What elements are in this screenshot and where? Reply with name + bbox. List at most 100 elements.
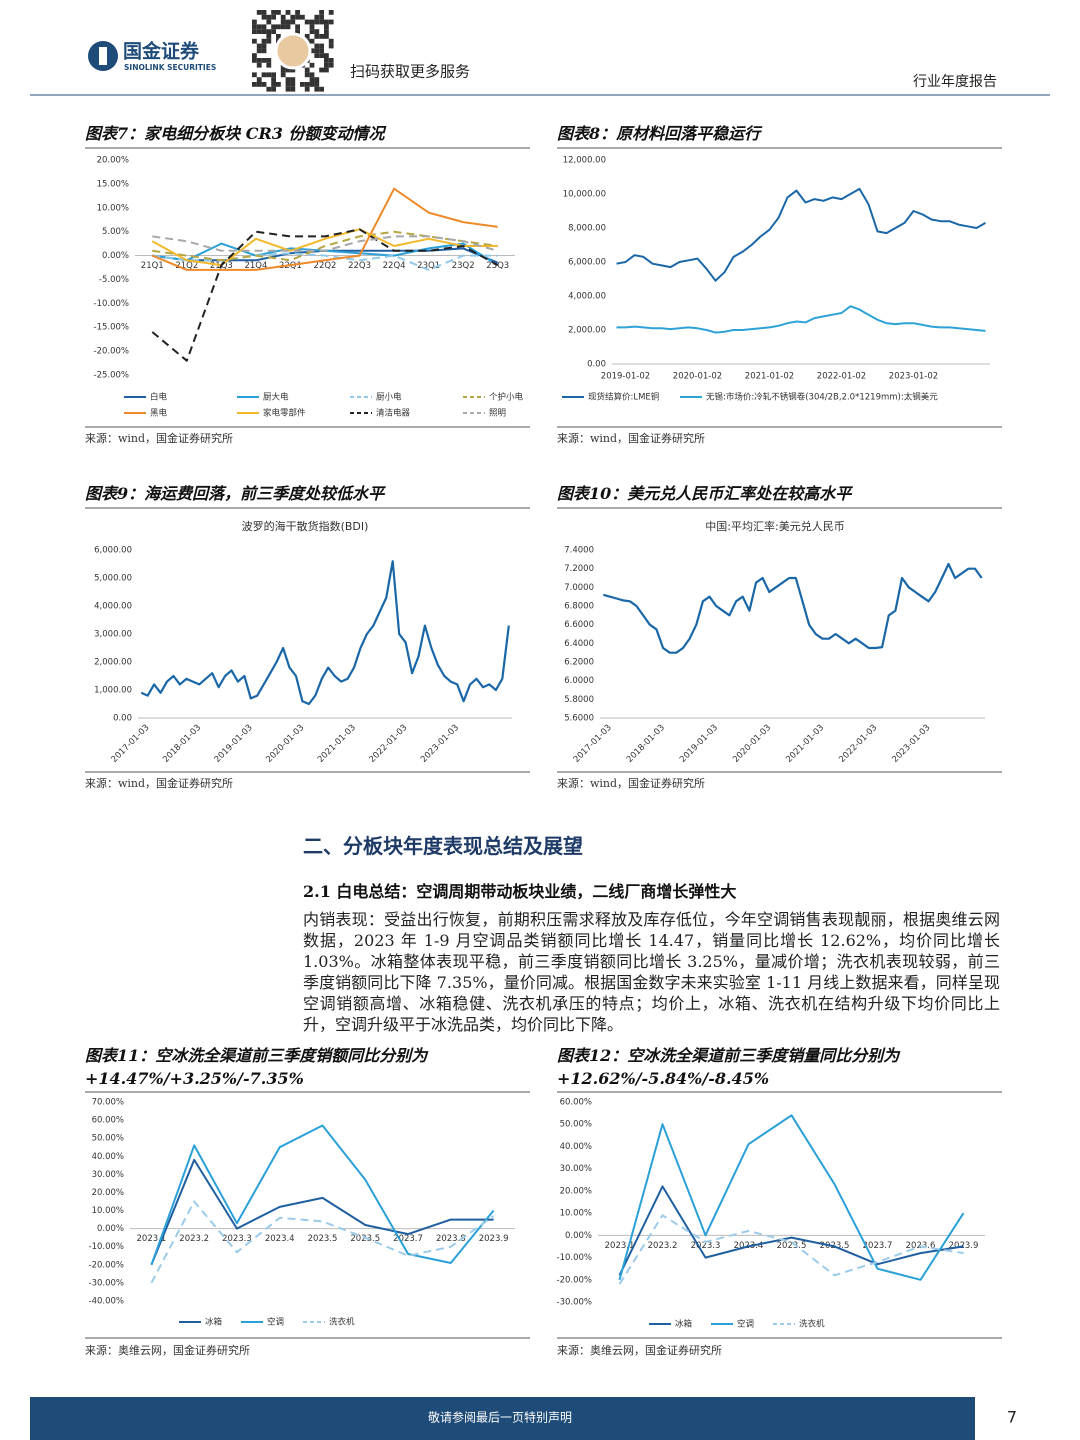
x-tick-label: 2023-01-03 <box>419 723 461 765</box>
y-tick-label: 70.00% <box>92 1098 124 1108</box>
y-tick-label: 5.8000 <box>564 695 594 705</box>
y-tick-label: -20.00% <box>94 347 129 357</box>
x-tick-label: 22Q3 <box>348 261 371 271</box>
figure-caption: 图表7：家电细分板块 CR3 份额变动情况 <box>85 124 385 143</box>
qr-cell <box>266 34 272 39</box>
data-line <box>152 235 498 252</box>
x-tick-label: 2023.5 <box>350 1234 380 1244</box>
chart-title: 中国:平均汇率:美元兑人民币 <box>705 519 844 533</box>
x-tick-label: 2023-01-03 <box>890 723 932 765</box>
y-tick-label: 20.00% <box>560 1186 592 1196</box>
data-line <box>152 252 498 271</box>
qr-cell <box>314 29 320 34</box>
qr-cell <box>266 58 272 63</box>
section-heading: 二、分板块年度表现总结及展望 <box>303 834 583 858</box>
qr-cell <box>314 53 320 58</box>
y-tick-label: 6,000.00 <box>568 258 606 268</box>
qr-cell <box>266 62 272 68</box>
qr-cell <box>314 43 320 49</box>
y-tick-label: 7.2000 <box>564 564 594 574</box>
figure-caption: 图表10：美元兑人民币汇率处在较高水平 <box>557 484 852 503</box>
qr-cell <box>314 82 320 87</box>
qr-cell <box>319 43 324 49</box>
qr-cell <box>314 34 320 39</box>
x-tick-label: 2021-01-03 <box>316 723 358 765</box>
legend-label: 空调 <box>267 1317 284 1328</box>
section-subheading: 2.1 白电总结：空调周期带动板块业绩，二线厂商增长弹性大 <box>303 882 737 901</box>
y-tick-label: 4,000.00 <box>94 602 132 612</box>
y-tick-label: 2,000.00 <box>568 326 606 336</box>
qr-cell <box>276 34 281 39</box>
y-tick-label: 10.00% <box>97 203 129 213</box>
y-tick-label: 1,000.00 <box>94 686 132 696</box>
qr-cell <box>304 67 310 73</box>
y-tick-label: 15.00% <box>97 179 129 189</box>
report-type: 行业年度报告 <box>913 74 997 90</box>
qr-cell <box>271 82 276 87</box>
y-tick-label: 8,000.00 <box>568 224 606 234</box>
x-tick-label: 2017-01-03 <box>110 723 152 765</box>
company-name-en: SINOLINK SECURITIES <box>124 63 216 72</box>
data-line <box>152 230 498 262</box>
qr-cell <box>276 82 281 87</box>
figure-source: 来源：奥维云网，国金证券研究所 <box>557 1344 722 1357</box>
x-tick-label: 2021-01-03 <box>784 723 826 765</box>
qr-cell <box>309 38 315 44</box>
qr-cell <box>256 10 262 15</box>
x-tick-label: 2023.1 <box>605 1241 635 1251</box>
legend-label: 白电 <box>150 392 168 403</box>
qr-cell <box>324 29 329 34</box>
qr-cell <box>309 19 315 25</box>
qr-cell <box>314 86 320 92</box>
footer-disclaimer: 敬请参阅最后一页特别声明 <box>428 1410 572 1425</box>
qr-cell <box>309 72 315 78</box>
legend-label: 空调 <box>737 1319 754 1330</box>
y-tick-label: 0.00 <box>587 360 606 370</box>
y-tick-label: 20.00% <box>92 1188 124 1198</box>
x-tick-label: 2018-01-03 <box>625 723 667 765</box>
qr-cell <box>261 24 267 30</box>
legend-label: 冰箱 <box>675 1319 693 1330</box>
qr-cell <box>280 19 286 25</box>
x-tick-label: 2019-01-03 <box>678 723 720 765</box>
qr-cell <box>304 72 310 78</box>
qr-cell <box>261 82 267 87</box>
legend-label: 厨小电 <box>376 392 402 403</box>
qr-cell <box>252 38 257 44</box>
qr-cell <box>271 29 276 34</box>
qr-cell <box>256 29 262 34</box>
legend-label: 清洁电器 <box>376 408 411 419</box>
qr-cell <box>266 38 272 44</box>
qr-cell <box>256 77 262 82</box>
qr-cell <box>328 19 334 25</box>
y-tick-label: 4,000.00 <box>568 292 606 302</box>
qr-cell <box>290 14 296 20</box>
y-tick-label: 6.4000 <box>564 639 594 649</box>
data-line <box>150 1158 494 1266</box>
x-tick-label: 2017-01-03 <box>572 723 614 765</box>
qr-cell <box>319 34 324 39</box>
qr-cell <box>261 38 267 44</box>
qr-cell <box>261 10 267 15</box>
y-tick-label: -20.00% <box>557 1275 592 1285</box>
legend-label: 个护小电 <box>489 392 524 403</box>
qr-cell <box>261 43 267 49</box>
y-tick-label: 0.00% <box>97 1224 124 1234</box>
qr-cell <box>304 86 310 92</box>
qr-cell <box>271 72 276 78</box>
qr-cell <box>324 34 329 39</box>
qr-cell <box>285 10 291 15</box>
y-tick-label: 7.0000 <box>564 583 594 593</box>
qr-cell <box>285 24 291 30</box>
page-number: 7 <box>1007 1408 1017 1427</box>
y-tick-label: 60.00% <box>560 1098 592 1108</box>
x-tick-label: 2022-01-02 <box>817 372 866 382</box>
x-tick-label: 2019-01-03 <box>213 723 255 765</box>
company-name: 国金证券 <box>123 40 200 63</box>
figure-source: 来源：wind，国金证券研究所 <box>557 777 706 790</box>
x-tick-label: 21Q4 <box>244 261 267 271</box>
x-tick-label: 21Q1 <box>141 261 164 271</box>
y-tick-label: 30.00% <box>560 1164 592 1174</box>
legend-label: 冰箱 <box>205 1317 223 1328</box>
